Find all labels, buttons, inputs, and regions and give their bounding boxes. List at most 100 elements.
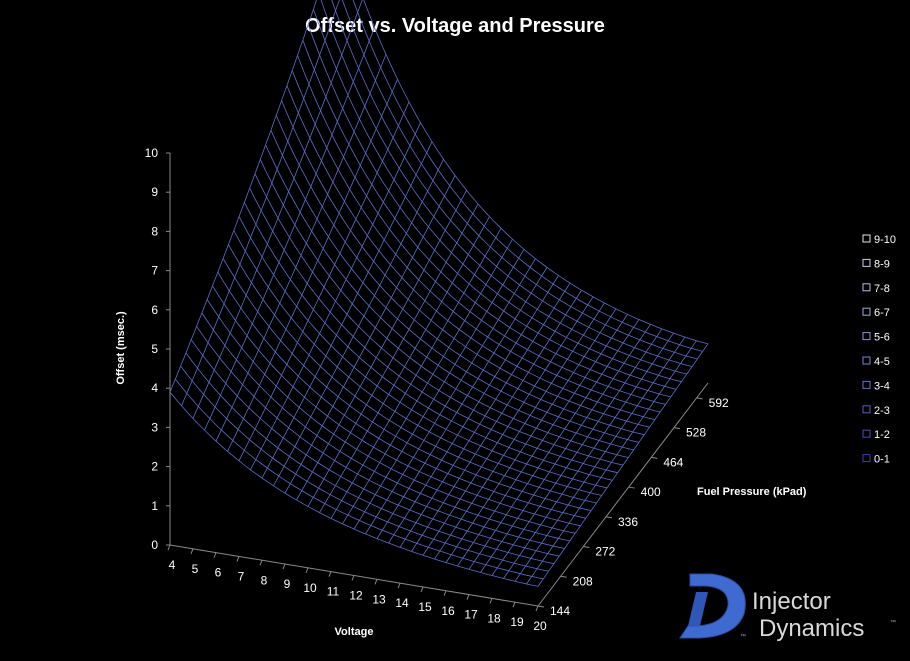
x-tick-label: 17 — [464, 608, 478, 622]
mesh-line-pressure — [174, 378, 544, 580]
z-tick-label: 3 — [151, 420, 158, 434]
z-tick-label: 8 — [151, 224, 158, 238]
z-tick-label: 7 — [151, 264, 158, 278]
mesh-line-voltage — [319, 216, 490, 513]
chart-title: Offset vs. Voltage and Pressure — [305, 15, 605, 37]
mesh-line-pressure — [265, 144, 634, 451]
x-tick-label: 7 — [238, 569, 245, 583]
mesh-line-pressure — [212, 285, 581, 527]
y-tick-mark — [583, 546, 590, 549]
x-tick-label: 4 — [169, 558, 176, 572]
mesh-line-pressure — [254, 173, 624, 466]
mesh-line-pressure — [291, 70, 661, 413]
z-tick-label: 9 — [151, 185, 158, 199]
logo-trademark-left: ™ — [740, 633, 746, 640]
surface-mesh — [169, 0, 709, 587]
mesh-line-pressure — [331, 0, 693, 367]
mesh-line-pressure — [297, 55, 666, 405]
mesh-line-pressure — [185, 352, 554, 565]
legend-swatch — [862, 258, 871, 267]
injector-dynamics-logo: Injector Dynamics ™ ™ — [679, 573, 896, 642]
legend-label: 4-5 — [874, 356, 890, 368]
mesh-line-pressure — [244, 202, 613, 481]
mesh-line-voltage — [388, 275, 559, 544]
legend-label: 9-10 — [874, 234, 896, 246]
mesh-line-voltage — [169, 0, 317, 393]
x-tick-mark — [374, 579, 378, 585]
mesh-line-pressure — [281, 100, 650, 428]
x-tick-mark — [397, 582, 401, 589]
z-tick-label: 1 — [151, 499, 158, 513]
x-tick-mark — [167, 544, 171, 551]
x-tick-label: 11 — [327, 585, 340, 599]
x-axis-title: Voltage — [335, 626, 374, 638]
x-tick-label: 6 — [215, 566, 222, 580]
z-axis-title: Offset (msec.) — [115, 311, 127, 385]
z-tick-label: 2 — [151, 460, 158, 474]
legend-label: 1-2 — [874, 429, 890, 441]
x-tick-mark — [328, 571, 332, 577]
x-tick-label: 20 — [533, 619, 547, 633]
legend-label: 5-6 — [874, 332, 890, 344]
y-axis-line — [537, 382, 709, 607]
y-tick-label: 336 — [618, 515, 638, 529]
id-logo-icon — [679, 573, 746, 639]
z-tick-label: 10 — [145, 146, 159, 160]
z-tick-label: 4 — [151, 381, 158, 395]
x-tick-label: 18 — [487, 611, 501, 625]
x-tick-label: 19 — [510, 615, 524, 629]
x-tick-mark — [190, 548, 194, 554]
y-tick-label: 144 — [550, 604, 570, 618]
x-tick-mark — [489, 598, 493, 604]
y-tick-mark — [560, 575, 567, 578]
y-tick-mark — [537, 605, 545, 608]
legend-swatch — [862, 429, 871, 438]
mesh-line-pressure — [222, 258, 592, 511]
mesh-line-pressure — [196, 326, 565, 549]
x-tick-mark — [236, 556, 240, 562]
legend-label: 6-7 — [874, 307, 890, 319]
legend-label: 3-4 — [874, 380, 890, 392]
axes — [166, 152, 709, 612]
y-tick-mark — [628, 486, 635, 489]
mesh-line-pressure — [201, 312, 570, 542]
legend-swatch — [862, 332, 871, 341]
mesh-line-pressure — [238, 216, 608, 489]
y-tick-label: 592 — [709, 396, 729, 410]
legend-swatch — [862, 380, 871, 389]
mesh-line-pressure — [233, 230, 602, 496]
logo-line2: Dynamics — [759, 615, 864, 642]
mesh-line-pressure — [206, 299, 576, 534]
x-tick-label: 15 — [418, 600, 432, 614]
legend-swatch — [862, 405, 871, 414]
mesh-line-pressure — [352, 0, 703, 352]
mesh-line-pressure — [320, 0, 687, 375]
mesh-line-voltage — [261, 141, 433, 479]
mesh-line-pressure — [180, 365, 549, 572]
y-tick-mark — [696, 397, 703, 400]
legend-swatch — [862, 307, 871, 316]
mesh-line-pressure — [307, 24, 677, 390]
legend-label: 0-1 — [874, 454, 890, 466]
mesh-line-voltage — [342, 239, 513, 525]
legend: 9-10 8-9 7-8 6-7 5-6 4-5 3-4 2-3 1-2 0-1 — [862, 234, 896, 466]
x-tick-label: 16 — [441, 604, 455, 618]
mesh-line-voltage — [181, 0, 340, 406]
mesh-line-pressure — [363, 0, 709, 345]
z-tick-label: 6 — [151, 303, 158, 317]
x-tick-mark — [535, 605, 539, 612]
x-tick-mark — [213, 552, 217, 558]
y-tick-label: 528 — [686, 426, 706, 440]
x-tick-mark — [305, 567, 309, 574]
y-tick-label: 400 — [641, 485, 661, 499]
y-tick-mark — [605, 516, 613, 519]
legend-swatch — [862, 234, 871, 243]
x-tick-label: 12 — [349, 589, 363, 603]
mesh-line-pressure — [275, 115, 645, 436]
legend-label: 7-8 — [874, 283, 890, 295]
x-tick-label: 10 — [303, 581, 317, 595]
y-axis-title: Fuel Pressure (kPad) — [697, 486, 807, 498]
